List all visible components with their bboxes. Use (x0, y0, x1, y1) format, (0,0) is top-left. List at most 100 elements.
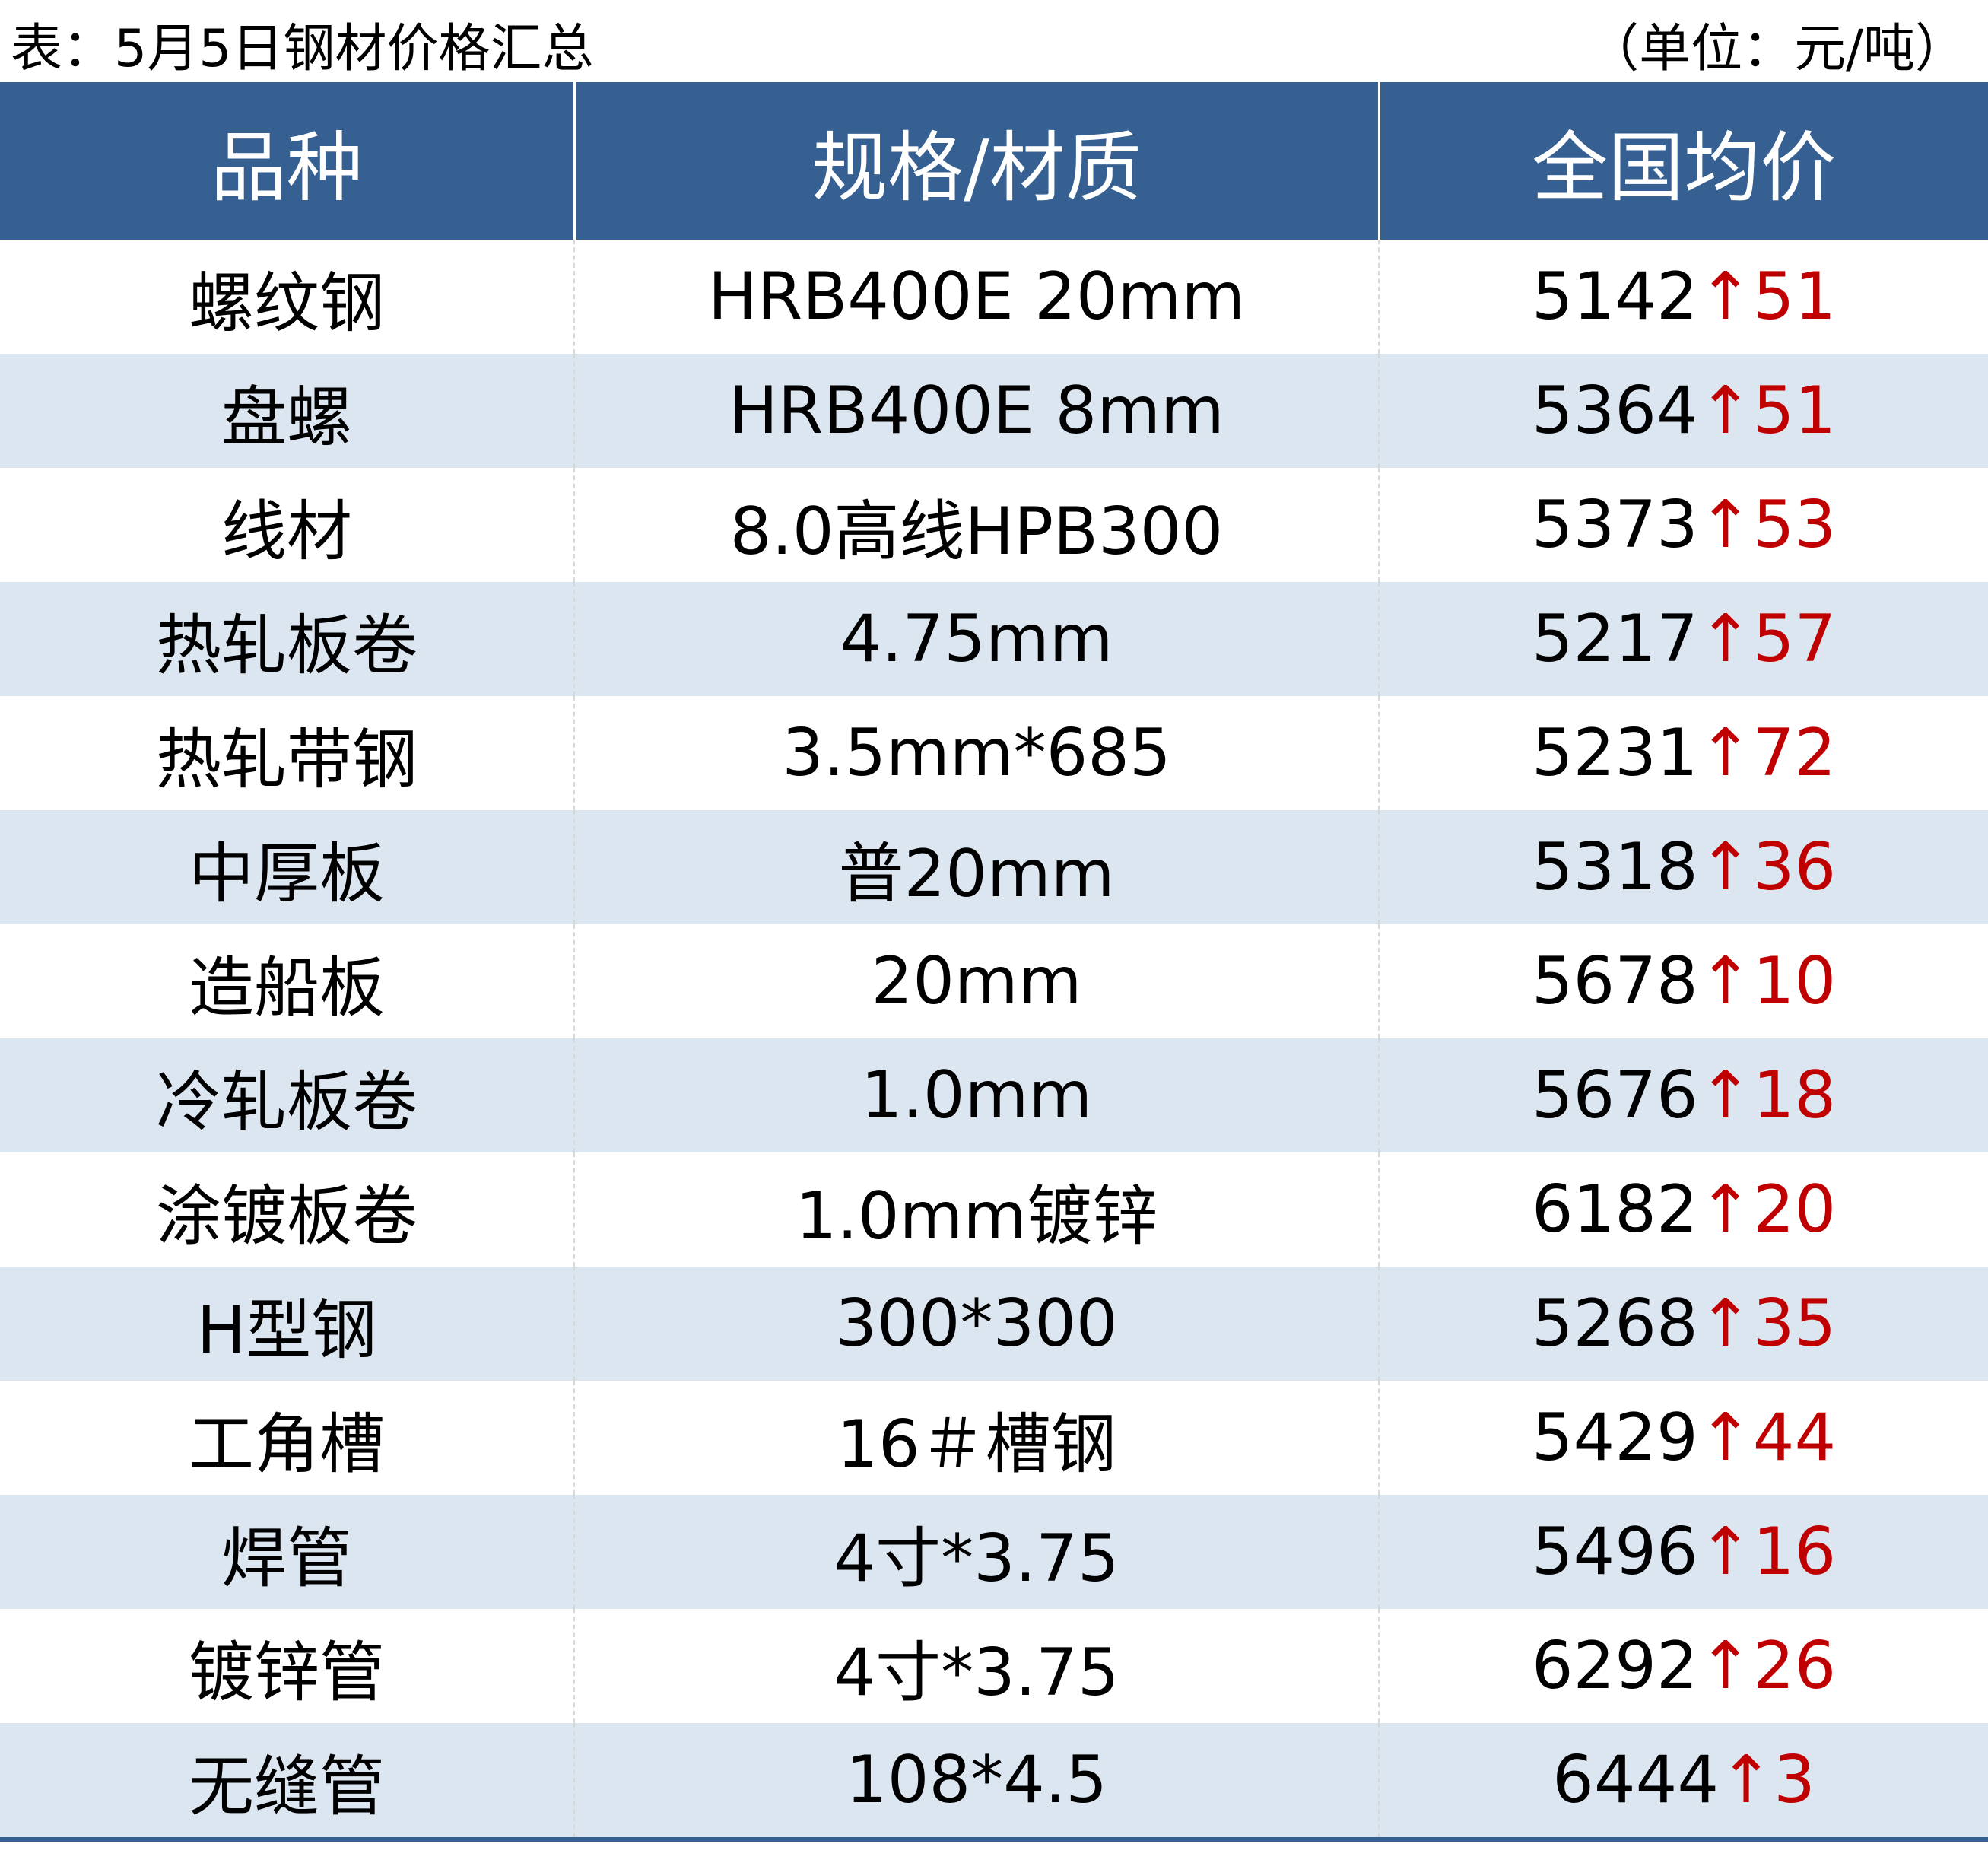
header-row: 品种 规格/材质 全国均价 (0, 82, 1988, 240)
spec-cell: 16＃槽钢 (573, 1381, 1379, 1495)
price-cell: 5678↑10 (1378, 924, 1988, 1038)
arrow-up-icon: ↑ (1697, 373, 1753, 449)
arrow-up-icon: ↑ (1697, 1172, 1753, 1248)
price-cell: 6182↑20 (1378, 1152, 1988, 1267)
variety-cell: 热轧板卷 (0, 582, 574, 696)
price-change: 36 (1752, 829, 1837, 905)
price-value: 5217 (1531, 601, 1698, 677)
price-cell: 5217↑57 (1378, 582, 1988, 696)
spec-cell: HRB400E 20mm (573, 240, 1379, 354)
price-value: 5268 (1531, 1286, 1698, 1362)
price-change: 44 (1752, 1400, 1837, 1476)
spec-cell: 3.5mm*685 (573, 696, 1379, 810)
price-cell: 5373↑53 (1378, 468, 1988, 582)
price-value: 5676 (1531, 1057, 1698, 1133)
table-row: 中厚板 普20mm 5318↑36 (0, 810, 1988, 924)
variety-cell: 热轧带钢 (156, 721, 418, 798)
arrow-up-icon: ↑ (1697, 487, 1753, 563)
price-value: 5364 (1531, 373, 1698, 449)
price-change: 26 (1752, 1628, 1837, 1704)
arrow-up-icon: ↑ (1697, 1286, 1753, 1362)
table-row: 盘螺 HRB400E 8mm 5364↑51 (0, 354, 1988, 468)
variety-cell: H型钢 (0, 1267, 574, 1381)
price-value: 6182 (1531, 1172, 1698, 1248)
arrow-up-icon: ↑ (1697, 1400, 1753, 1476)
table-row: 镀锌管 4寸*3.75 6292↑26 (0, 1609, 1988, 1723)
variety-cell: 造船板 (189, 949, 385, 1026)
price-change: 3 (1774, 1742, 1815, 1818)
price-value: 6444 (1552, 1742, 1720, 1818)
price-change: 18 (1752, 1057, 1837, 1133)
price-change: 35 (1752, 1286, 1837, 1362)
price-change: 72 (1752, 715, 1837, 791)
arrow-up-icon: ↑ (1697, 259, 1753, 335)
table-row: 螺纹钢 HRB400E 20mm 5142↑51 (0, 240, 1988, 354)
table-row: 冷轧板卷 1.0mm 5676↑18 (0, 1038, 1988, 1152)
steel-price-table: 品种 规格/材质 全国均价 螺纹钢 HRB400E 20mm 5142↑51 盘螺 HR… (0, 82, 1988, 1842)
variety-cell: 线材 (221, 493, 352, 570)
arrow-up-icon: ↑ (1697, 943, 1753, 1019)
variety-cell: 镀锌管 (189, 1634, 385, 1711)
variety-cell: 中厚板 (0, 810, 574, 924)
price-cell: 5676↑18 (1378, 1038, 1988, 1152)
table-row: 线材 8.0高线HPB300 5373↑53 (0, 468, 1988, 582)
arrow-up-icon: ↑ (1719, 1742, 1774, 1818)
arrow-up-icon: ↑ (1697, 829, 1753, 905)
price-cell: 5429↑44 (1378, 1381, 1988, 1495)
column-header-spec: 规格/材质 (573, 82, 1379, 240)
spec-cell: 1.0mm (573, 1038, 1379, 1152)
price-change: 51 (1752, 373, 1837, 449)
spec-cell: 普20mm (573, 810, 1379, 924)
spec-cell: 4寸*3.75 (573, 1609, 1379, 1723)
variety-cell: 工角槽 (189, 1406, 385, 1483)
price-value: 6292 (1531, 1628, 1698, 1704)
column-header-price: 全国均价 (1377, 82, 1988, 240)
spec-cell: 108*4.5 (573, 1723, 1379, 1839)
column-header-variety: 品种 (0, 82, 574, 240)
price-value: 5318 (1531, 829, 1698, 905)
price-change: 53 (1752, 487, 1837, 563)
table-row: 热轧带钢 3.5mm*685 5231↑72 (0, 696, 1988, 810)
table-row: 造船板 20mm 5678↑10 (0, 924, 1988, 1038)
unit-label: （单位：元/吨） (1587, 19, 1967, 79)
price-change: 57 (1752, 601, 1837, 677)
table-title: 表：5月5日钢材价格汇总 (11, 19, 594, 79)
table-row: 工角槽 16＃槽钢 5429↑44 (0, 1381, 1988, 1495)
spec-cell: HRB400E 8mm (573, 354, 1379, 468)
table-row: 无缝管 108*4.5 6444↑3 (0, 1723, 1988, 1839)
arrow-up-icon: ↑ (1697, 1057, 1753, 1133)
spec-cell: 300*300 (573, 1267, 1379, 1381)
price-value: 5373 (1531, 487, 1698, 563)
spec-cell: 1.0mm镀锌 (573, 1152, 1379, 1267)
variety-cell: 盘螺 (0, 354, 574, 468)
price-value: 5496 (1531, 1514, 1698, 1590)
price-cell: 5364↑51 (1378, 354, 1988, 468)
price-cell: 6292↑26 (1378, 1609, 1988, 1723)
arrow-up-icon: ↑ (1697, 1628, 1753, 1704)
arrow-up-icon: ↑ (1697, 715, 1753, 791)
price-change: 20 (1752, 1172, 1837, 1248)
table-row: 焊管 4寸*3.75 5496↑16 (0, 1495, 1988, 1609)
table-row: 涂镀板卷 1.0mm镀锌 6182↑20 (0, 1152, 1988, 1267)
price-cell: 6444↑3 (1378, 1723, 1988, 1839)
spec-cell: 4寸*3.75 (573, 1495, 1379, 1609)
variety-cell: 焊管 (0, 1495, 574, 1609)
variety-cell: 螺纹钢 (189, 265, 385, 342)
arrow-up-icon: ↑ (1697, 1514, 1753, 1590)
table-row: H型钢 300*300 5268↑35 (0, 1267, 1988, 1381)
spec-cell: 8.0高线HPB300 (573, 468, 1379, 582)
price-value: 5142 (1531, 259, 1698, 335)
price-cell: 5268↑35 (1378, 1267, 1988, 1381)
variety-cell: 无缝管 (0, 1723, 574, 1839)
arrow-up-icon: ↑ (1697, 601, 1753, 677)
price-change: 16 (1752, 1514, 1837, 1590)
price-change: 10 (1752, 943, 1837, 1019)
price-cell: 5496↑16 (1378, 1495, 1988, 1609)
spec-cell: 4.75mm (573, 582, 1379, 696)
variety-cell: 冷轧板卷 (0, 1038, 574, 1152)
price-value: 5429 (1531, 1400, 1698, 1476)
price-cell: 5318↑36 (1378, 810, 1988, 924)
table-row: 热轧板卷 4.75mm 5217↑57 (0, 582, 1988, 696)
price-value: 5678 (1531, 943, 1698, 1019)
price-cell: 5142↑51 (1378, 240, 1988, 354)
